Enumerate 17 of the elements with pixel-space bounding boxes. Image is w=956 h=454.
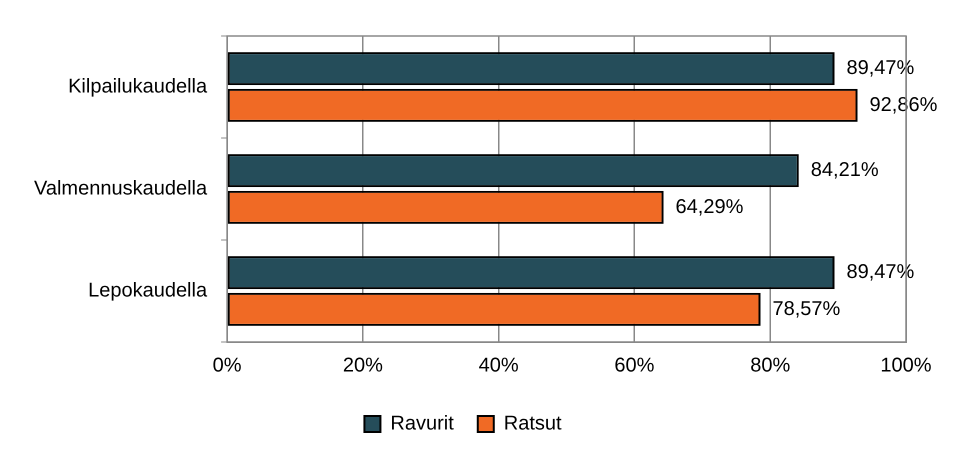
data-label: 89,47% [846,57,915,80]
x-tick-label: 80% [750,354,790,377]
x-tick-label: 60% [614,354,655,377]
data-label: 84,21% [810,159,879,182]
x-tick-label: 40% [478,354,519,377]
x-tick-label: 100% [880,354,932,377]
y-tick-label: Lepokaudella [88,280,208,302]
legend-label: Ratsut [504,412,562,435]
x-tick-label: 0% [212,354,242,377]
data-label: 92,86% [870,94,938,116]
data-label: 89,47% [846,261,915,284]
y-tick-label: Valmennuskaudella [34,178,208,200]
data-label: 78,57% [772,298,841,320]
x-tick-label: 20% [342,354,384,377]
data-label: 64,29% [676,196,744,218]
y-tick-label: Kilpailukaudella [68,76,208,98]
legend-label: Ravurit [390,412,454,435]
